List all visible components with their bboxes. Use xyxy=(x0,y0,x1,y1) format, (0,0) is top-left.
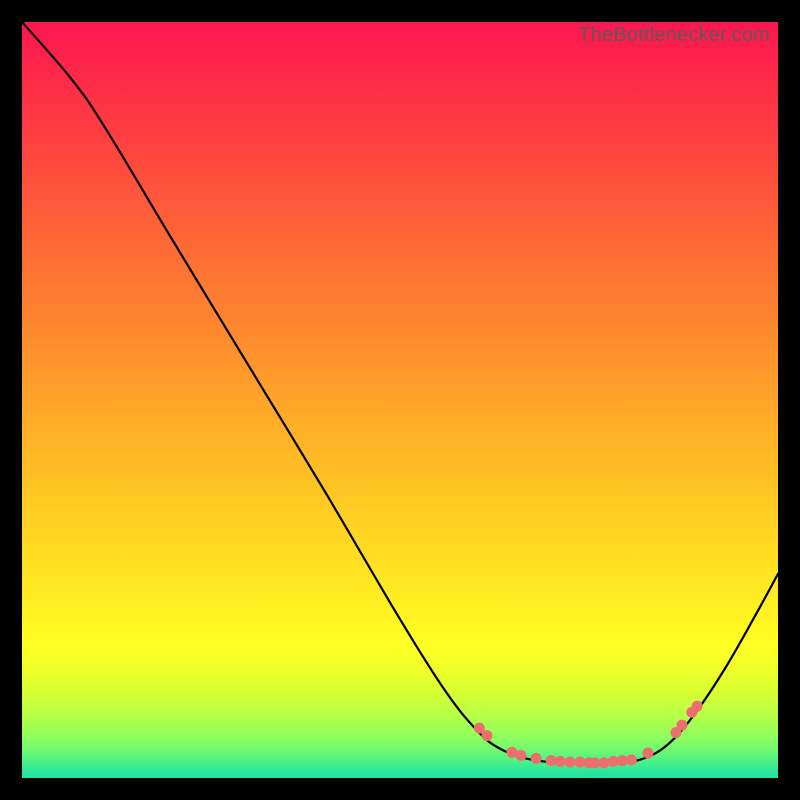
curve-marker xyxy=(481,730,492,741)
curve-marker xyxy=(676,720,687,731)
curve-marker xyxy=(626,754,637,765)
curve-marker xyxy=(565,757,576,768)
bottleneck-curve xyxy=(22,22,778,763)
curve-marker xyxy=(642,748,653,759)
curve-layer xyxy=(22,22,778,778)
curve-marker xyxy=(555,756,566,767)
curve-marker xyxy=(692,701,703,712)
plot-area: TheBottlenecker.com xyxy=(22,22,778,778)
curve-marker xyxy=(515,750,526,761)
chart-frame: TheBottlenecker.com xyxy=(0,0,800,800)
watermark-text: TheBottlenecker.com xyxy=(578,24,770,47)
curve-markers xyxy=(474,701,703,769)
curve-marker xyxy=(531,753,542,764)
